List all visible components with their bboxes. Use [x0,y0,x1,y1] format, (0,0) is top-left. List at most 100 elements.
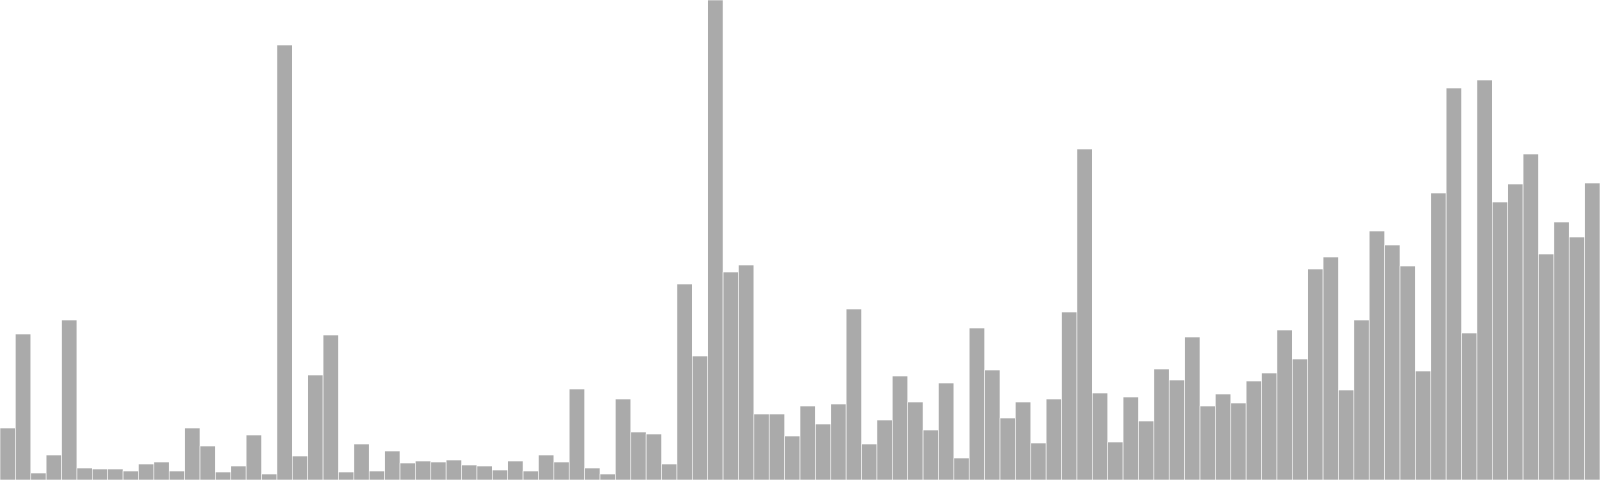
bar [384,450,401,480]
bar [292,455,308,480]
bar [245,434,262,480]
bar [676,283,693,480]
bar [876,419,893,480]
bar [630,431,647,480]
bar [861,443,878,480]
bar [692,355,708,480]
bar [1168,379,1185,480]
bar [30,472,47,480]
bar [507,460,524,480]
bar [615,398,632,480]
bar [368,470,385,480]
bar [15,333,32,480]
bar [938,382,955,480]
bar [1584,182,1600,480]
bar [415,460,432,480]
bar [1061,311,1078,480]
bar [1461,332,1478,480]
bar [1568,236,1585,480]
bar [1476,79,1493,480]
bar [1015,401,1032,480]
bar [45,454,62,480]
bar [722,271,739,480]
bar [1092,392,1108,480]
bar [492,469,508,480]
bar [153,461,170,480]
bar [261,473,278,480]
bar [215,471,232,480]
bar [138,463,155,480]
bar [753,413,770,480]
bar [1322,256,1339,480]
bar [276,44,293,480]
bar [61,319,78,480]
bar [661,463,678,480]
bar [445,459,462,480]
bar [338,471,355,480]
bar [1445,87,1462,480]
bar [122,470,139,480]
bar [1292,358,1308,480]
bar [1045,398,1062,480]
bar [1107,441,1124,480]
bar [1153,368,1170,480]
bar [1384,244,1401,480]
bar [430,461,447,480]
bar [538,454,555,480]
bar [307,374,324,480]
bar [830,403,847,480]
bar [784,435,801,480]
bar [1338,389,1355,480]
bar [1030,442,1047,480]
bar [922,429,939,480]
bar [1368,230,1385,480]
bar [568,388,585,480]
bar [892,375,908,480]
bar [322,334,339,480]
bar [1199,405,1216,480]
bar [599,473,616,480]
bar [1138,420,1155,480]
bar [76,467,93,480]
bar [1230,402,1247,480]
bar [0,427,16,480]
bar [738,264,755,480]
bar [1276,329,1293,480]
bar [845,308,862,480]
bar [1245,380,1262,480]
bar [1184,336,1201,480]
bar [461,464,478,480]
bar [184,427,201,480]
bar [1307,268,1324,480]
bar [1538,253,1555,480]
bar [1076,148,1093,480]
bar [1553,221,1570,480]
bar [953,457,970,480]
bar [107,468,124,480]
bar [584,467,601,480]
bar [168,470,185,480]
bar [1215,393,1232,480]
bar [768,413,785,480]
bar [353,443,370,480]
bar [999,417,1016,480]
bar [984,369,1001,480]
bar [553,461,570,480]
bar [707,0,724,480]
bar [230,465,247,480]
bar [1122,396,1139,480]
bar [968,327,985,480]
bar [1522,153,1539,480]
bar [1507,183,1524,480]
bar [645,433,662,480]
bar [476,465,493,480]
bar [522,470,539,480]
bar [1492,201,1508,480]
bar [199,445,216,480]
bar [1399,265,1416,480]
bar [92,468,108,480]
bar [399,462,416,480]
